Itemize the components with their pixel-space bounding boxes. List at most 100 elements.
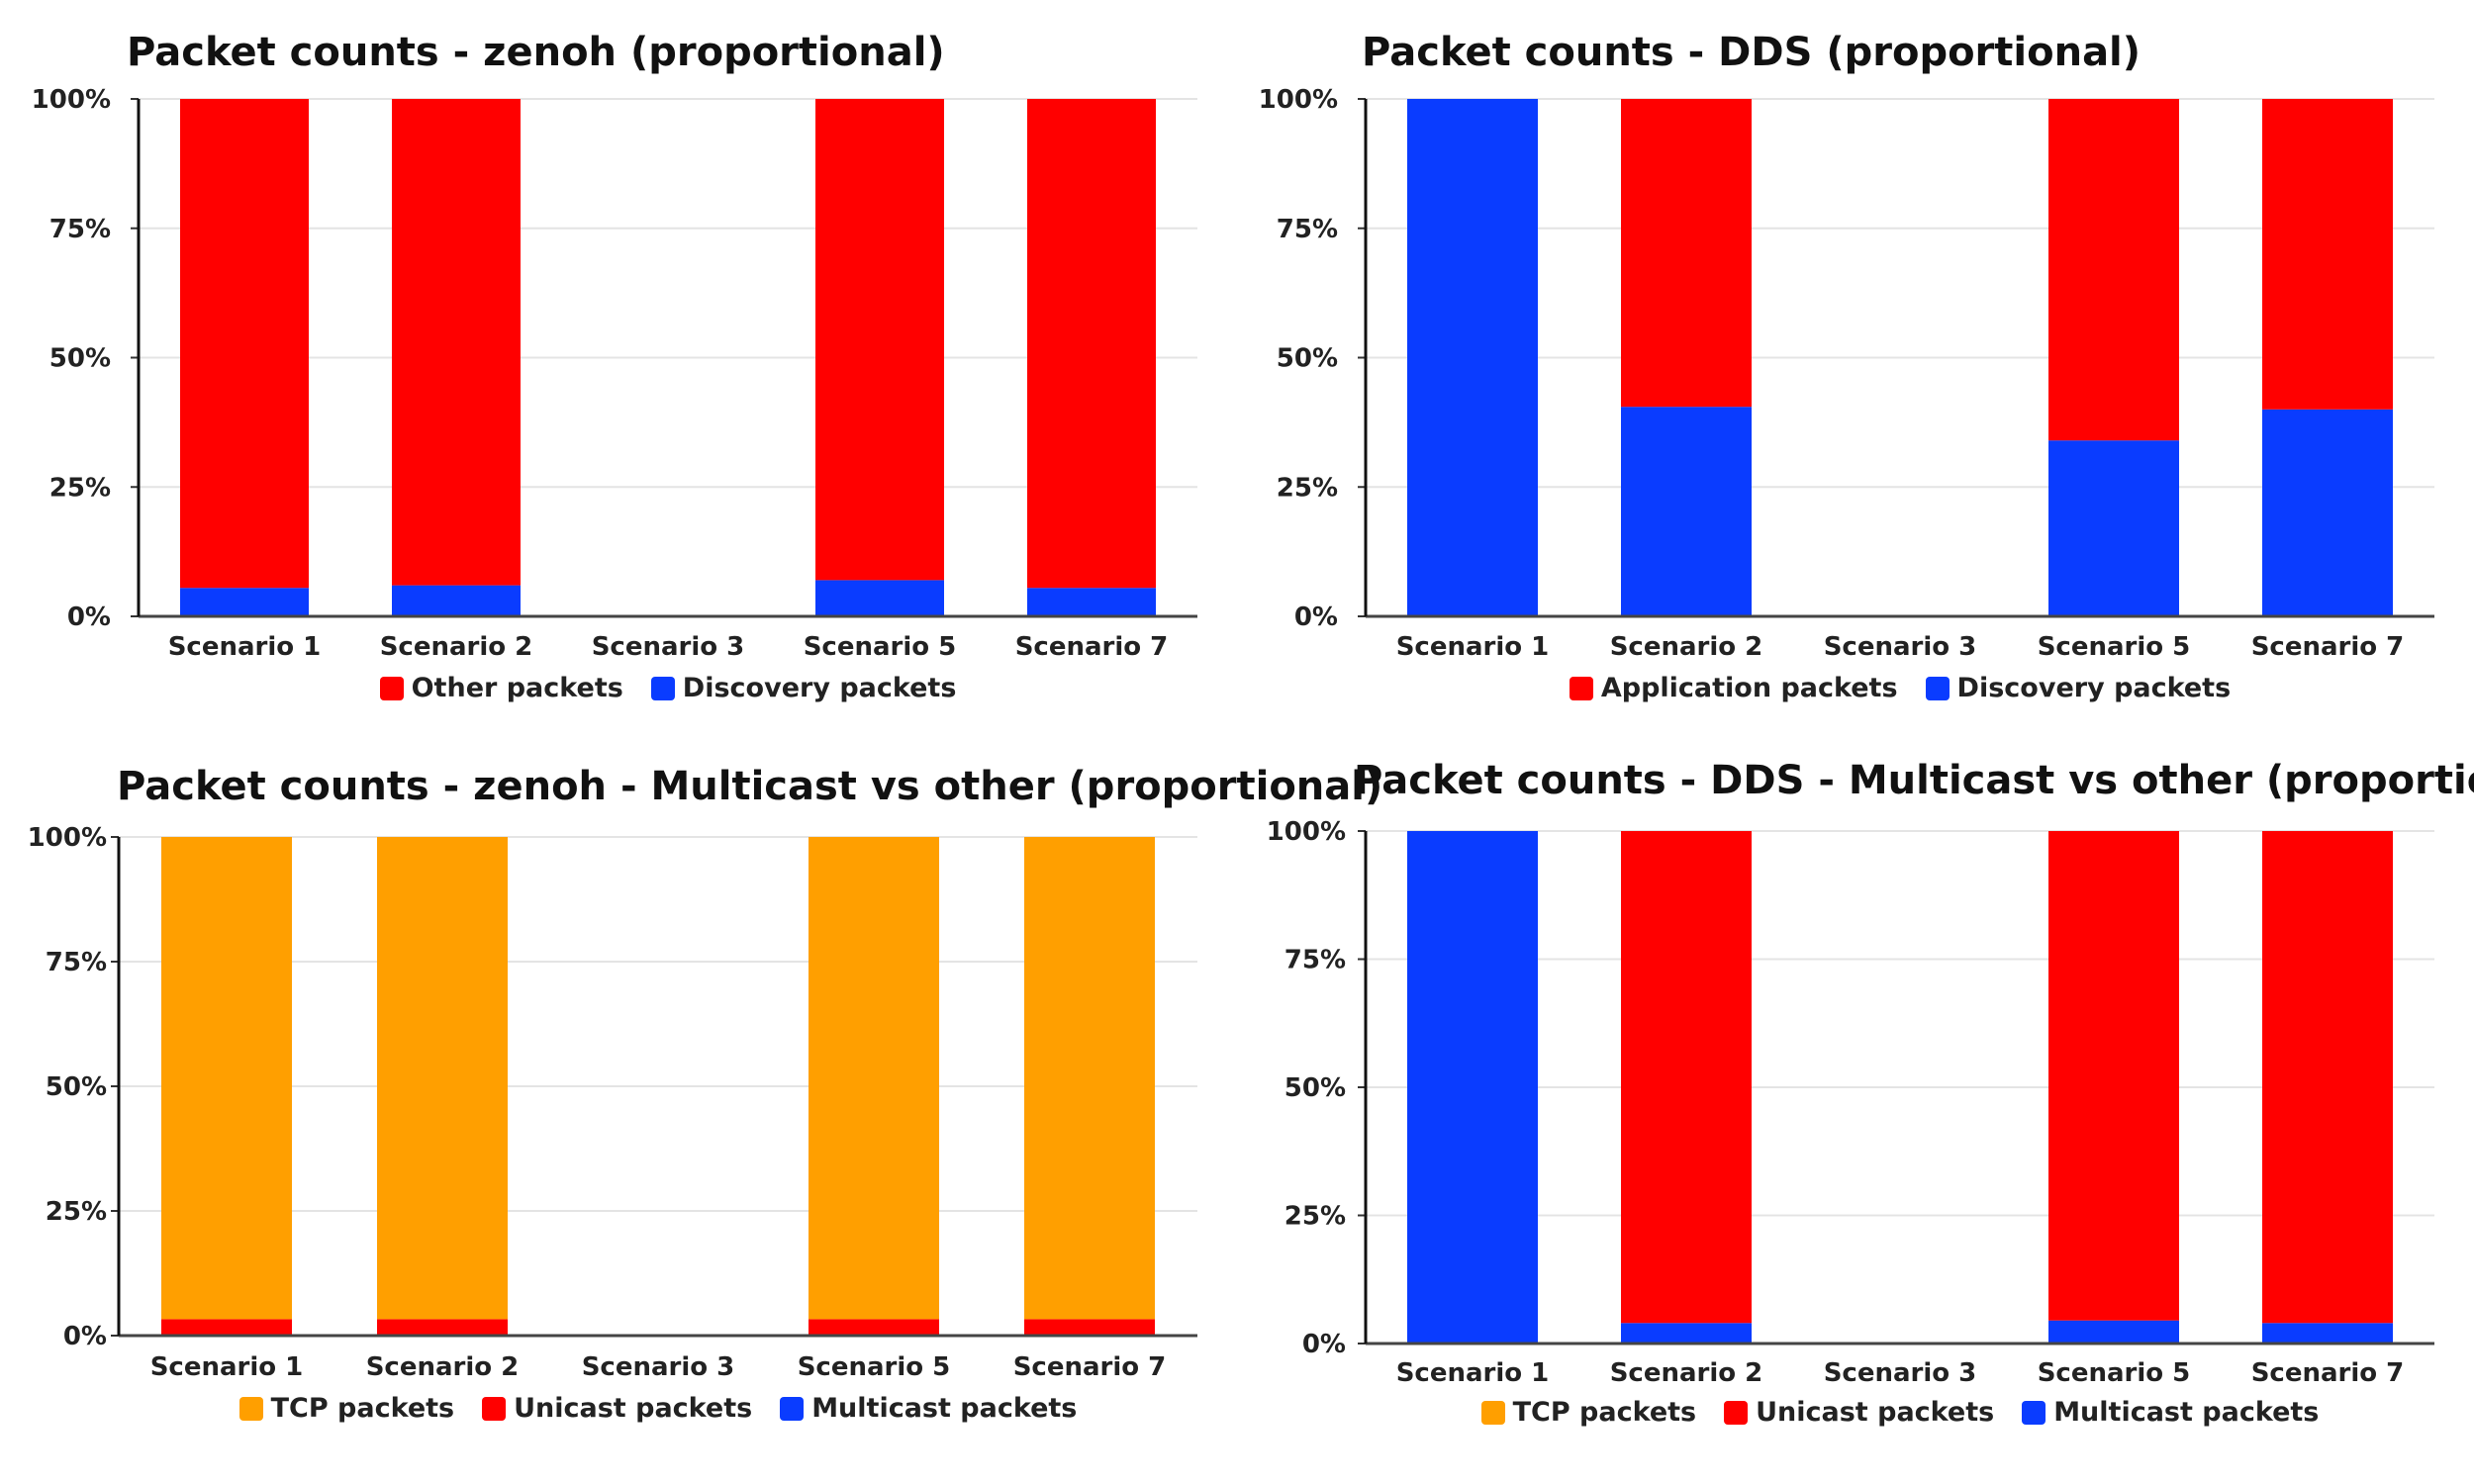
legend-swatch xyxy=(482,1396,507,1421)
bar-tcp-packets-scenario-1 xyxy=(161,837,292,1320)
y-tick-label: 50% xyxy=(1285,1073,1346,1103)
y-tick-label: 25% xyxy=(49,473,111,503)
legend-label: TCP packets xyxy=(1512,1397,1697,1428)
bar-discovery-packets-scenario-7 xyxy=(2262,409,2393,616)
x-tick-label: Scenario 3 xyxy=(592,632,745,662)
bar-discovery-packets-scenario-2 xyxy=(392,585,521,616)
x-tick-label: Scenario 1 xyxy=(150,1352,304,1382)
x-tick-label: Scenario 7 xyxy=(2251,632,2405,662)
x-tick-label: Scenario 1 xyxy=(1396,632,1550,662)
y-tick-label: 0% xyxy=(1294,603,1338,632)
bar-tcp-packets-scenario-5 xyxy=(809,837,939,1320)
bar-unicast-packets-scenario-7 xyxy=(1024,1319,1155,1335)
bar-multicast-packets-scenario-2 xyxy=(1621,1323,1752,1344)
x-tick-label: Scenario 1 xyxy=(1396,1358,1550,1388)
chart-zenoh-multicast: Packet counts - zenoh - Multicast vs oth… xyxy=(0,732,1383,1484)
legend-swatch xyxy=(1569,676,1593,700)
legend-item-multicast-packets: Multicast packets xyxy=(2022,1397,2319,1428)
legend-swatch xyxy=(1925,676,1950,700)
bar-unicast-packets-scenario-5 xyxy=(2048,831,2179,1321)
y-tick-label: 75% xyxy=(1285,946,1346,975)
bar-tcp-packets-scenario-7 xyxy=(1024,837,1155,1320)
chart-title: Packet counts - zenoh - Multicast vs oth… xyxy=(117,764,1383,809)
bar-discovery-packets-scenario-1 xyxy=(180,588,309,616)
legend-label: Unicast packets xyxy=(1756,1397,1995,1428)
legend-label: TCP packets xyxy=(270,1393,455,1424)
legend-label: Discovery packets xyxy=(682,673,957,703)
legend-label: Unicast packets xyxy=(514,1393,753,1424)
x-tick-label: Scenario 5 xyxy=(2038,1358,2191,1388)
y-tick-label: 25% xyxy=(46,1197,107,1227)
legend-swatch xyxy=(1480,1400,1505,1425)
chart-title: Packet counts - DDS (proportional) xyxy=(1362,30,2141,75)
legend-item-discovery-packets: Discovery packets xyxy=(650,673,957,703)
bar-unicast-packets-scenario-7 xyxy=(2262,831,2393,1324)
bar-other-packets-scenario-1 xyxy=(180,99,309,589)
legend-item-other-packets: Other packets xyxy=(379,673,623,703)
y-tick-label: 75% xyxy=(1277,215,1338,244)
plot-area: 0% 25% 50% 75% 100% Scenario 1 Scenario 2 Scena… xyxy=(1259,85,2434,662)
y-tick-label: 0% xyxy=(1302,1330,1346,1359)
legend-swatch xyxy=(780,1396,805,1421)
legend: Application packets Discovery packets xyxy=(1366,673,2434,703)
x-tick-label: Scenario 3 xyxy=(1824,1358,1977,1388)
legend-item-unicast-packets: Unicast packets xyxy=(1724,1397,1994,1428)
x-tick-label: Scenario 7 xyxy=(1015,632,1169,662)
y-tick-label: 100% xyxy=(1259,85,1338,115)
bar-discovery-packets-scenario-1 xyxy=(1407,99,1538,616)
legend-swatch xyxy=(379,676,404,700)
chart-dds-multicast: Packet counts - DDS - Multicast vs other… xyxy=(1237,732,2474,1484)
y-tick-label: 0% xyxy=(63,1322,107,1351)
y-tick-label: 100% xyxy=(28,823,107,853)
bar-other-packets-scenario-2 xyxy=(392,99,521,586)
bar-multicast-packets-scenario-1 xyxy=(1407,831,1538,1344)
legend-label: Multicast packets xyxy=(2053,1397,2320,1428)
bar-multicast-packets-scenario-7 xyxy=(2262,1323,2393,1344)
x-tick-label: Scenario 1 xyxy=(168,632,322,662)
bar-multicast-packets-scenario-5 xyxy=(2048,1320,2179,1344)
bar-unicast-packets-scenario-2 xyxy=(377,1319,508,1335)
bar-discovery-packets-scenario-2 xyxy=(1621,407,1752,616)
x-tick-label: Scenario 5 xyxy=(2038,632,2191,662)
bar-unicast-packets-scenario-2 xyxy=(1621,831,1752,1324)
y-tick-label: 50% xyxy=(46,1072,107,1102)
legend-label: Application packets xyxy=(1600,673,1898,703)
x-tick-label: Scenario 5 xyxy=(798,1352,951,1382)
bar-unicast-packets-scenario-1 xyxy=(161,1319,292,1335)
legend-label: Multicast packets xyxy=(811,1393,1078,1424)
bar-tcp-packets-scenario-2 xyxy=(377,837,508,1320)
chart-zenoh-proportional: Packet counts - zenoh (proportional) 0% 25… xyxy=(0,0,1237,732)
legend-item-unicast-packets: Unicast packets xyxy=(482,1393,752,1424)
legend: TCP packets Unicast packets Multicast pack… xyxy=(119,1393,1197,1424)
legend: TCP packets Unicast packets Multicast pack… xyxy=(1366,1397,2434,1428)
y-tick-label: 50% xyxy=(49,344,111,374)
x-tick-label: Scenario 7 xyxy=(1013,1352,1167,1382)
legend-label: Discovery packets xyxy=(1956,673,2232,703)
legend-item-tcp-packets: TCP packets xyxy=(238,1393,455,1424)
x-tick-label: Scenario 5 xyxy=(804,632,957,662)
bar-discovery-packets-scenario-7 xyxy=(1027,588,1156,616)
chart-title: Packet counts - DDS - Multicast vs other… xyxy=(1354,758,2474,803)
legend: Other packets Discovery packets xyxy=(139,673,1197,703)
bar-application-packets-scenario-7 xyxy=(2262,99,2393,410)
bar-other-packets-scenario-5 xyxy=(815,99,944,581)
x-tick-label: Scenario 2 xyxy=(366,1352,520,1382)
bar-application-packets-scenario-5 xyxy=(2048,99,2179,441)
legend-swatch xyxy=(1724,1400,1749,1425)
plot-area: 0% 25% 50% 75% 100% Scenario 1 Scenario 2 Scena… xyxy=(28,823,1197,1382)
y-tick-label: 50% xyxy=(1277,344,1338,374)
x-tick-label: Scenario 3 xyxy=(582,1352,735,1382)
plot-area: 0% 25% 50% 75% 100% Scenario 1 Scenario 2 Scena… xyxy=(32,85,1197,662)
x-tick-label: Scenario 2 xyxy=(1610,632,1763,662)
y-tick-label: 25% xyxy=(1277,473,1338,503)
bar-discovery-packets-scenario-5 xyxy=(815,580,944,616)
chart-dds-proportional: Packet counts - DDS (proportional) 0% 25% 5… xyxy=(1237,0,2474,732)
legend-label: Other packets xyxy=(411,673,623,703)
y-tick-label: 75% xyxy=(49,215,111,244)
bar-unicast-packets-scenario-5 xyxy=(809,1319,939,1335)
legend-swatch xyxy=(238,1396,263,1421)
bar-discovery-packets-scenario-5 xyxy=(2048,440,2179,616)
y-tick-label: 25% xyxy=(1285,1202,1346,1232)
legend-item-tcp-packets: TCP packets xyxy=(1480,1397,1697,1428)
y-tick-label: 100% xyxy=(1267,817,1346,847)
